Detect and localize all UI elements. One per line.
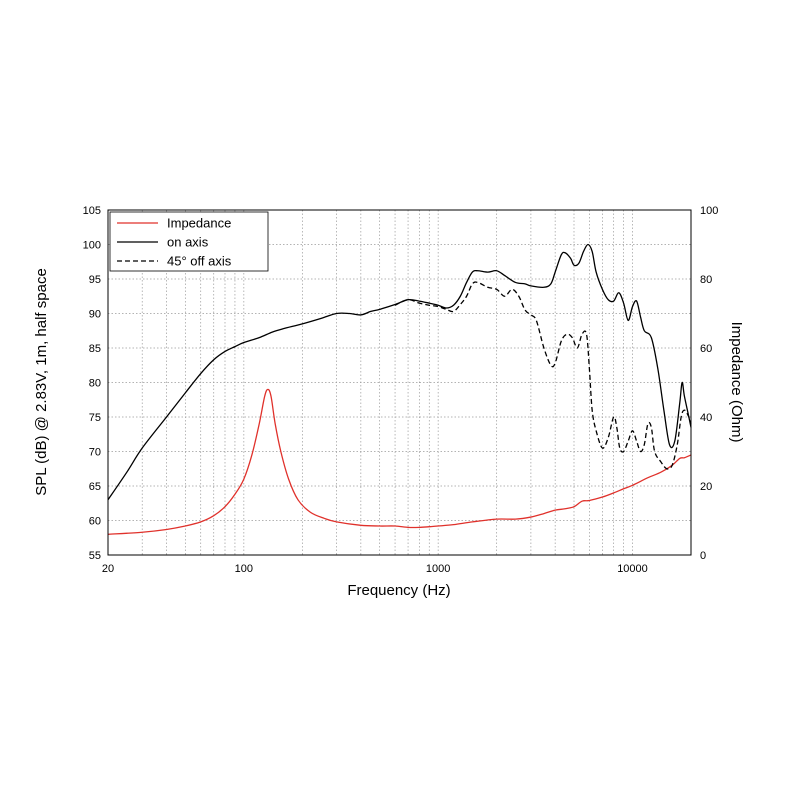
y-tick-label: 70: [89, 447, 101, 459]
y-tick-label: 105: [83, 205, 101, 217]
y-axis-title: SPL (dB) @ 2.83V, 1m, half space: [33, 268, 50, 496]
x-tick-label: 10000: [617, 563, 648, 575]
y-tick-label: 60: [89, 516, 101, 528]
y2-axis-title: Impedance (Ohm): [728, 322, 745, 443]
on-axis-curve: [107, 243, 692, 501]
x-axis-title: Frequency (Hz): [347, 582, 450, 599]
plot-lines: [107, 243, 692, 535]
legend-label-on-axis: on axis: [167, 235, 209, 250]
x-tick-label: 100: [235, 563, 253, 575]
y2-tick-labels: 0 20 40 60 80 100: [700, 205, 718, 562]
legend: Impedance on axis 45° off axis: [109, 211, 269, 272]
y-tick-label: 80: [89, 378, 101, 390]
plot-frame: [107, 209, 692, 556]
y2-tick-label: 0: [700, 550, 706, 562]
y-tick-label: 75: [89, 412, 101, 424]
y2-tick-label: 60: [700, 343, 712, 355]
legend-label-off-axis: 45° off axis: [167, 254, 232, 269]
y2-tick-label: 20: [700, 481, 712, 493]
x-tick-label: 20: [102, 563, 114, 575]
y2-tick-label: 80: [700, 274, 712, 286]
impedance-curve: [107, 388, 692, 535]
x-tick-label: 1000: [426, 563, 450, 575]
y-tick-label: 85: [89, 343, 101, 355]
y-tick-label: 100: [83, 240, 101, 252]
y-tick-label: 95: [89, 274, 101, 286]
y-tick-labels: 55 60 65 70 75 80 85 90 95 100 105: [83, 205, 101, 562]
off-axis-curve: [394, 281, 692, 470]
y-tick-label: 90: [89, 309, 101, 321]
x-tick-labels: 20 100 1000 10000: [102, 563, 648, 575]
y2-tick-label: 40: [700, 412, 712, 424]
y-tick-label: 55: [89, 550, 101, 562]
y-tick-label: 65: [89, 481, 101, 493]
legend-label-impedance: Impedance: [167, 216, 231, 231]
y2-tick-label: 100: [700, 205, 718, 217]
